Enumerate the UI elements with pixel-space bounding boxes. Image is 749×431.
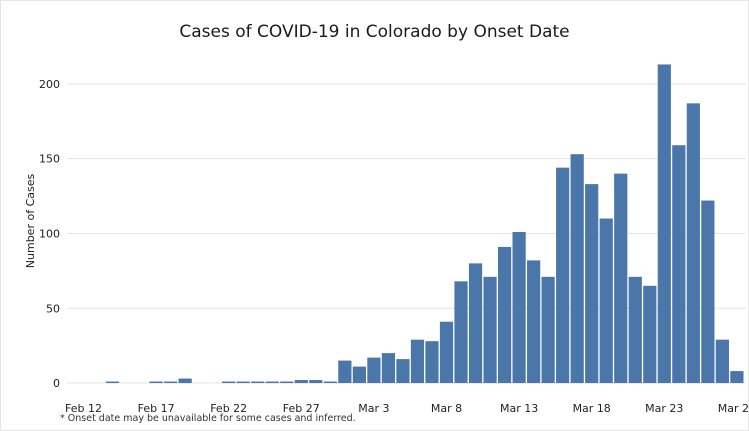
bar: Feb 29: 1	[323, 381, 337, 384]
chart-title: Cases of COVID-19 in Colorado by Onset D…	[179, 22, 570, 42]
bar: Feb 19: 3	[178, 378, 192, 384]
y-tick-label: 100	[39, 227, 60, 240]
x-tick-label: Feb 22	[210, 402, 247, 415]
x-tick-label: Feb 17	[138, 402, 175, 415]
bar: Mar 5: 16	[396, 359, 410, 384]
bar: Mar 10: 80	[468, 263, 483, 384]
x-tick-label: Feb 27	[283, 402, 320, 415]
bar: Mar 18: 133	[585, 184, 599, 384]
bar: Mar 24: 159	[672, 145, 686, 384]
bar: Mar 19: 110	[599, 218, 613, 384]
bar: Feb 17: 1	[149, 381, 163, 384]
bar: Feb 26: 1	[280, 381, 294, 384]
bar: Mar 23: 213	[657, 64, 671, 384]
bar: Feb 25: 1	[265, 381, 279, 384]
bar: Feb 28: 2	[309, 380, 323, 384]
y-tick-label: 0	[53, 377, 60, 390]
bar: Feb 14: 1	[105, 381, 120, 384]
bar: Mar 28: 8	[730, 371, 744, 384]
x-tick-label: Feb 12	[65, 402, 102, 415]
bar: Mar 14: 82	[527, 260, 541, 384]
bar: Feb 27: 2	[294, 380, 308, 384]
bar: Mar 20: 140	[614, 173, 628, 384]
bar: Feb 24: 1	[251, 381, 265, 384]
bar: Mar 7: 28	[425, 341, 439, 384]
y-tick-label: 50	[46, 302, 60, 315]
y-tick-label: 200	[39, 78, 60, 91]
bar: Mar 12: 91	[497, 246, 512, 384]
bar: Mar 22: 65	[643, 285, 657, 384]
x-tick-label: Mar 18	[573, 402, 611, 415]
x-tick-label: Mar 13	[500, 402, 538, 415]
bar: Mar 9: 68	[454, 281, 468, 384]
x-tick-label: Mar 28	[718, 402, 749, 415]
bar: Mar 6: 29	[410, 339, 425, 384]
bar: Mar 15: 71	[541, 276, 555, 384]
bar: Mar 25: 187	[686, 103, 700, 384]
x-tick-label: Mar 8	[431, 402, 462, 415]
bar: Mar 26: 122	[701, 200, 715, 384]
bar: Mar 21: 71	[628, 276, 642, 384]
bar: Mar 2: 11	[352, 366, 366, 384]
bar: Mar 17: 153	[570, 154, 584, 384]
bar: Feb 23: 1	[236, 381, 250, 384]
y-tick-label: 150	[39, 153, 60, 166]
bar: Mar 27: 29	[715, 339, 729, 384]
y-axis-label: Number of Cases	[24, 174, 37, 269]
bar: Mar 11: 71	[483, 276, 497, 384]
bar: Mar 16: 144	[556, 167, 570, 384]
x-tick-label: Mar 3	[358, 402, 389, 415]
bar: Feb 18: 1	[164, 381, 178, 384]
bar: Mar 8: 41	[439, 321, 454, 384]
bar: Feb 22: 1	[222, 381, 236, 384]
bar: Mar 1: 15	[338, 360, 352, 384]
bar: Mar 13: 101	[512, 231, 526, 384]
bar: Mar 3: 17	[367, 357, 381, 384]
x-tick-label: Mar 23	[645, 402, 683, 415]
bar: Mar 4: 20	[381, 353, 396, 384]
chart-footnote: * Onset date may be unavailable for some…	[60, 413, 356, 424]
